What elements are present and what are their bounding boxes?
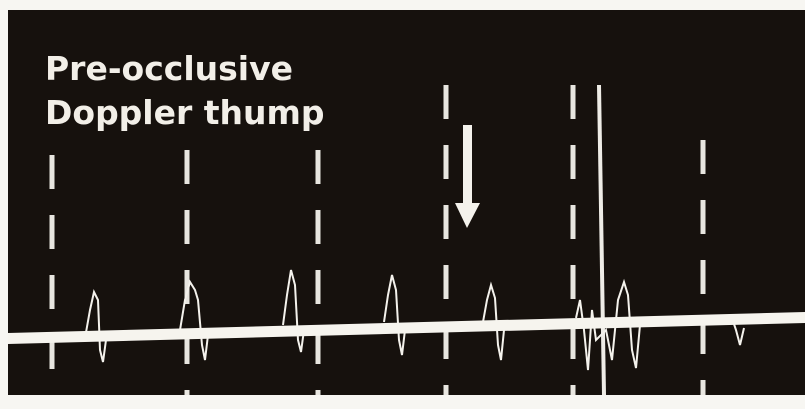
doppler-screen: Pre-occlusive Doppler thump	[0, 0, 805, 409]
annotation-line: Doppler thump	[45, 93, 325, 132]
annotation-line: Pre-occlusive	[45, 49, 293, 88]
arrow-shaft	[463, 125, 472, 205]
